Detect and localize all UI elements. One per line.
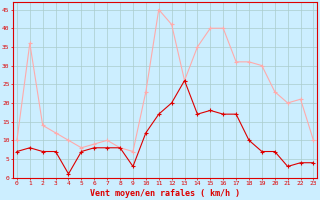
- X-axis label: Vent moyen/en rafales ( km/h ): Vent moyen/en rafales ( km/h ): [90, 189, 240, 198]
